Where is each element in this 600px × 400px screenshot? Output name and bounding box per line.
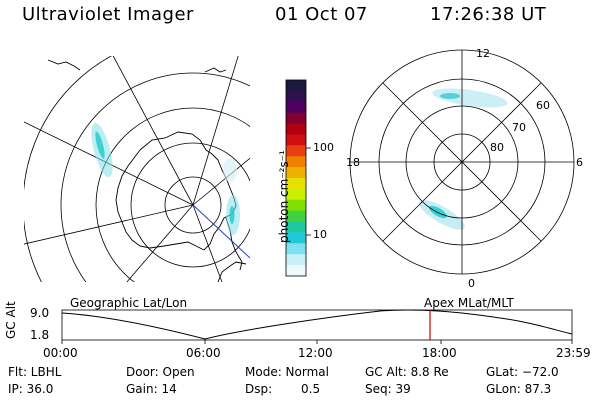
timeline-y-axis-label: GC Alt	[4, 301, 18, 339]
info-gain: Gain: 14	[126, 382, 177, 396]
mlat-label-70: 70	[512, 121, 526, 134]
geo-meridian	[192, 204, 223, 282]
header-date: 01 Oct 07	[275, 4, 368, 25]
geo-direction-line	[192, 204, 250, 259]
info-gc-alt: GC Alt: 8.8 Re	[365, 365, 449, 379]
aurora-oval-night	[429, 205, 447, 219]
mlt-label-18: 18	[346, 156, 360, 169]
altitude-curve	[61, 309, 573, 340]
time-tick-label: 06:00	[186, 346, 221, 360]
time-tick-label: 18:00	[422, 346, 457, 360]
mlt-label-6: 6	[576, 156, 583, 169]
colorbar-tick-label-10: 10	[313, 228, 327, 241]
geo-lat-circle	[130, 142, 250, 268]
mlt-label-0: 0	[468, 277, 475, 290]
geographic-map	[24, 56, 250, 282]
aurora-oval-day	[440, 93, 460, 99]
colorbar-cell	[286, 90, 306, 103]
info-seq: Seq: 39	[365, 382, 411, 396]
geo-meridian	[192, 56, 239, 206]
colorbar-cell	[286, 221, 306, 233]
page-title: Ultraviolet Imager	[22, 4, 194, 25]
africa-coast	[204, 67, 227, 73]
header-time: 17:26:38 UT	[430, 4, 547, 25]
south-america-coast	[217, 261, 247, 282]
colorbar-cell	[286, 167, 306, 179]
africa-coast	[47, 59, 81, 71]
colorbar-cell	[286, 80, 306, 92]
time-tick-label: 00:00	[43, 346, 78, 360]
antarctica-coastline	[115, 131, 237, 251]
colorbar-cell	[286, 178, 306, 190]
colorbar-cell	[286, 101, 306, 114]
time-tick-label: 12:00	[298, 346, 333, 360]
aurora-patch	[95, 131, 105, 159]
colorbar-cell	[286, 265, 306, 277]
magnetic-polar-map	[349, 49, 575, 275]
timeline-left-label: Geographic Lat/Lon	[70, 296, 188, 310]
geo-lat-circle	[60, 72, 250, 282]
timeline-right-label: Apex MLat/MLT	[424, 296, 514, 310]
colorbar-cell	[286, 145, 306, 157]
timeline-y-min: 1.8	[30, 328, 50, 342]
colorbar	[285, 79, 311, 277]
geo-meridian	[112, 56, 194, 206]
colorbar-cell	[286, 112, 306, 125]
geo-lat-circle	[164, 176, 222, 234]
info-dsp-value: 0.5	[301, 382, 321, 396]
colorbar-tick-label-100: 100	[313, 141, 334, 154]
colorbar-unit-label: photon cm⁻²s⁻¹	[277, 150, 291, 243]
mlat-label-80: 80	[490, 141, 504, 154]
colorbar-frame	[285, 79, 307, 277]
aurora-patch	[223, 158, 237, 182]
time-tick-label: 23:59	[556, 346, 591, 360]
mlt-label-12: 12	[476, 47, 490, 60]
info-glat: GLat: −72.0	[486, 365, 559, 379]
timeline-y-max: 9.0	[30, 306, 50, 320]
colorbar-cell	[286, 123, 306, 135]
timeline-frame	[61, 309, 573, 341]
colorbar-cell	[286, 134, 306, 146]
info-glon: GLon: 87.3	[486, 382, 552, 396]
geo-lat-circle	[95, 107, 250, 282]
colorbar-cell	[286, 156, 306, 168]
info-ip: IP: 36.0	[8, 382, 54, 396]
info-filter: Flt: LBHL	[8, 365, 62, 379]
colorbar-cell	[286, 243, 306, 255]
colorbar-cell	[286, 199, 306, 212]
aurora-patch	[229, 206, 235, 224]
info-door: Door: Open	[126, 365, 195, 379]
colorbar-cell	[286, 188, 306, 201]
mlat-label-60: 60	[536, 99, 550, 112]
colorbar-cell	[286, 232, 306, 244]
altitude-timeline	[61, 309, 573, 344]
info-dsp-label: Dsp:	[245, 382, 273, 396]
mlt-meridian	[382, 82, 542, 242]
colorbar-cell	[286, 210, 306, 223]
geo-meridian	[24, 204, 194, 245]
colorbar-cell	[286, 254, 306, 266]
info-mode: Mode: Normal	[245, 365, 329, 379]
